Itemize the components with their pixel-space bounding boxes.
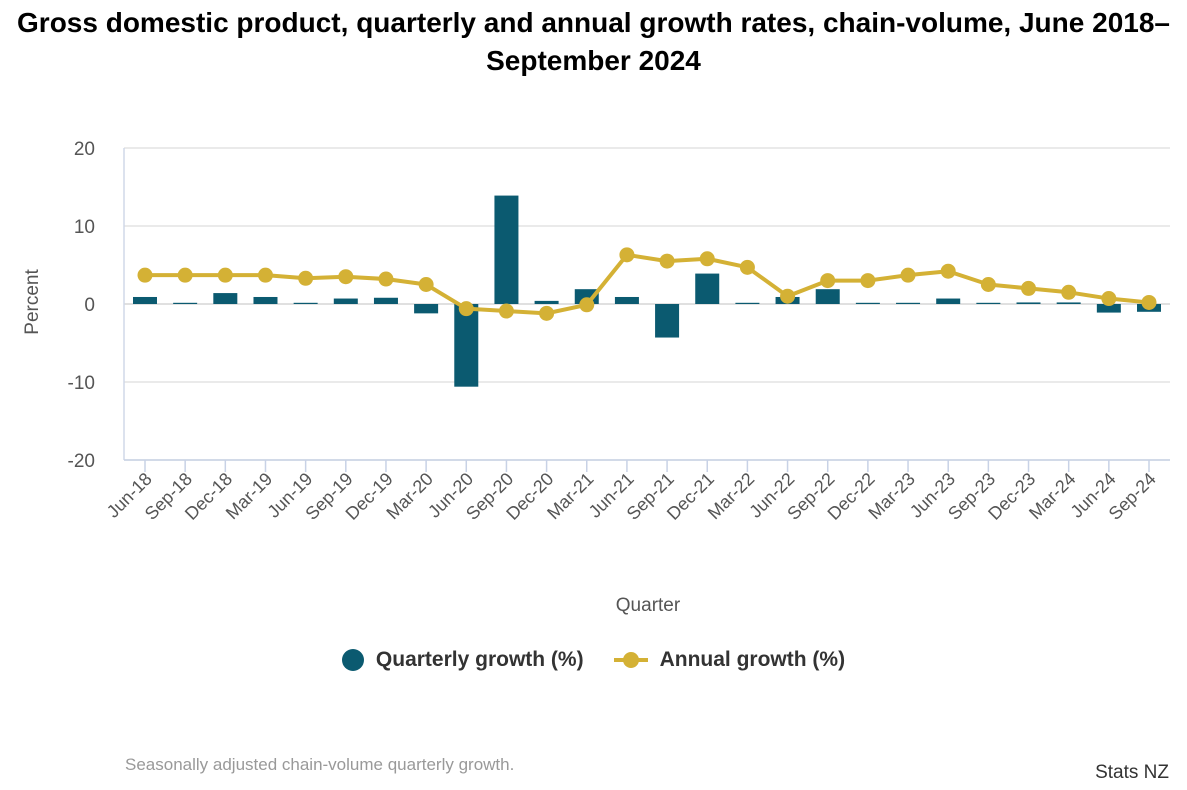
annual-point[interactable] <box>860 273 876 289</box>
quarterly-bar[interactable] <box>173 302 198 304</box>
annual-point[interactable] <box>137 267 153 283</box>
quarterly-bar[interactable] <box>1016 302 1041 304</box>
legend-item-annual[interactable]: Annual growth (%) <box>613 648 846 672</box>
quarterly-bar[interactable] <box>253 296 278 304</box>
quarterly-bar[interactable] <box>414 304 439 314</box>
quarterly-bar[interactable] <box>494 195 519 304</box>
annual-swatch-icon <box>613 649 648 671</box>
quarterly-bar[interactable] <box>133 296 157 304</box>
x-axis-label: Quarter <box>616 595 681 616</box>
chart-title: Gross domestic product, quarterly and an… <box>17 7 1170 76</box>
annual-point[interactable] <box>820 273 836 289</box>
legend: Quarterly growth (%) Annual growth (%) <box>0 648 1187 672</box>
credit[interactable]: Stats NZ <box>1095 762 1169 783</box>
quarterly-bar[interactable] <box>614 296 639 304</box>
footnote: Seasonally adjusted chain-volume quarter… <box>125 755 515 774</box>
annual-point[interactable] <box>257 267 273 283</box>
quarterly-bar[interactable] <box>333 298 358 304</box>
quarterly-bars <box>133 195 1161 387</box>
quarterly-bar[interactable] <box>815 289 840 304</box>
axes <box>123 148 1170 461</box>
quarterly-bar[interactable] <box>1096 304 1121 313</box>
y-tick-label: 10 <box>74 217 95 238</box>
annual-point[interactable] <box>940 263 956 279</box>
y-tick-label: -20 <box>68 451 95 472</box>
y-tick-label: 20 <box>74 139 95 160</box>
annual-point[interactable] <box>1021 280 1037 296</box>
annual-point[interactable] <box>338 269 354 285</box>
annual-point[interactable] <box>619 247 635 263</box>
quarterly-bar[interactable] <box>896 302 921 304</box>
annual-point[interactable] <box>378 271 394 287</box>
annual-point[interactable] <box>177 267 193 283</box>
quarterly-bar[interactable] <box>293 302 318 304</box>
annual-point[interactable] <box>1101 291 1117 307</box>
quarterly-bar[interactable] <box>213 293 238 304</box>
quarterly-bar[interactable] <box>855 302 880 304</box>
annual-point[interactable] <box>739 259 755 275</box>
annual-point[interactable] <box>980 277 996 292</box>
annual-point[interactable] <box>780 288 796 304</box>
annual-point[interactable] <box>1141 294 1157 310</box>
y-tick-labels: 20 10 0 -10 -20 <box>68 139 95 472</box>
x-tick-labels: Jun-18Sep-18Dec-18Mar-19Jun-19Sep-19Dec-… <box>103 469 1160 524</box>
annual-line <box>137 247 1157 321</box>
annual-point[interactable] <box>659 253 675 269</box>
annual-point[interactable] <box>539 305 555 321</box>
quarterly-bar[interactable] <box>936 298 961 304</box>
annual-point[interactable] <box>900 267 916 283</box>
annual-point[interactable] <box>458 301 474 317</box>
legend-label-quarterly: Quarterly growth (%) <box>375 648 584 671</box>
y-axis-label: Percent <box>22 269 43 335</box>
quarterly-bar[interactable] <box>1056 302 1081 304</box>
annual-point[interactable] <box>298 270 314 286</box>
annual-point[interactable] <box>418 277 434 292</box>
legend-item-quarterly[interactable]: Quarterly growth (%) <box>341 648 584 672</box>
y-tick-label: -10 <box>68 373 95 394</box>
quarterly-bar[interactable] <box>454 304 479 387</box>
legend-label-annual: Annual growth (%) <box>659 648 846 671</box>
x-tick-marks <box>144 460 1150 472</box>
gridlines <box>124 147 1170 461</box>
quarterly-swatch-icon <box>341 649 364 671</box>
quarterly-bar[interactable] <box>655 304 680 338</box>
annual-point[interactable] <box>699 251 715 267</box>
annual-point[interactable] <box>217 267 233 283</box>
quarterly-bar[interactable] <box>534 300 559 304</box>
quarterly-bar[interactable] <box>735 302 760 304</box>
quarterly-bar[interactable] <box>695 273 720 304</box>
annual-point[interactable] <box>579 297 595 313</box>
annual-point[interactable] <box>1061 284 1077 300</box>
annual-point[interactable] <box>498 303 514 319</box>
quarterly-bar[interactable] <box>373 297 398 304</box>
y-tick-label: 0 <box>84 295 95 316</box>
quarterly-bar[interactable] <box>976 302 1001 304</box>
